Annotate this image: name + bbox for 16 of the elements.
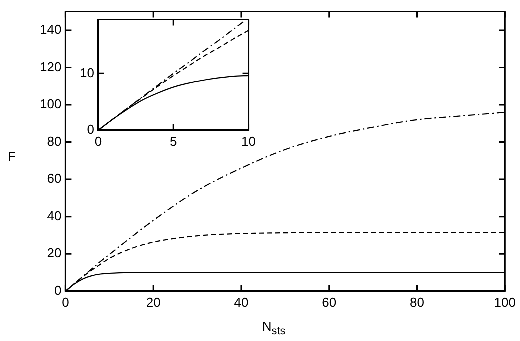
y-tick-label: 120 xyxy=(40,59,62,74)
x-tick-label: 20 xyxy=(146,294,161,310)
y-tick-label: 60 xyxy=(47,171,62,186)
x-tick-label: 40 xyxy=(234,294,249,310)
y-axis-title: F xyxy=(8,148,16,164)
y-tick-label: 100 xyxy=(40,96,62,112)
x-tick-label: 10 xyxy=(242,134,256,149)
x-tick-label: 5 xyxy=(170,134,178,149)
x-tick-label: 60 xyxy=(322,294,337,310)
x-tick-label: 100 xyxy=(494,294,516,310)
y-tick-label: 0 xyxy=(54,282,62,298)
x-axis-title: N$_{sts}$ xyxy=(262,319,286,338)
y-tick-label: 140 xyxy=(40,22,62,38)
y-tick-label: 20 xyxy=(47,246,62,261)
x-tick-label: 80 xyxy=(410,294,424,310)
y-tick-label: 40 xyxy=(47,208,62,224)
